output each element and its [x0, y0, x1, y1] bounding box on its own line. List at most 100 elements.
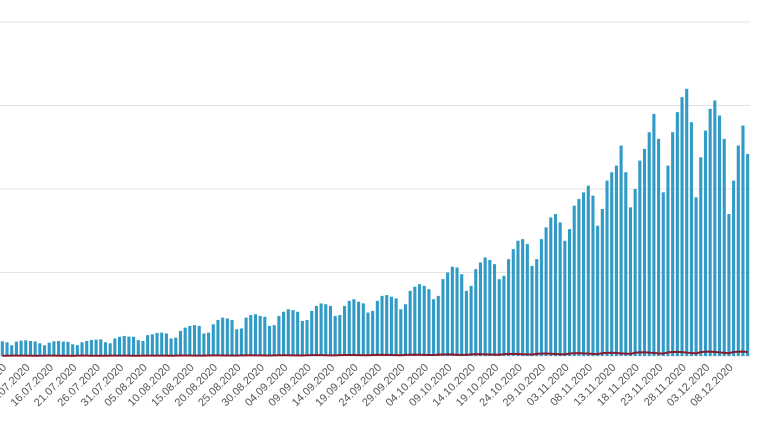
bar [628, 207, 633, 356]
bar [703, 130, 708, 356]
bar [544, 227, 548, 356]
bar [310, 310, 314, 356]
bar [267, 325, 272, 356]
bar [427, 289, 431, 356]
bar [146, 335, 150, 356]
bar [633, 189, 637, 356]
bar [736, 145, 740, 356]
bar [680, 97, 684, 357]
bar [272, 325, 276, 356]
bar [478, 262, 483, 356]
bar [258, 315, 262, 356]
bar [225, 318, 229, 356]
bar [282, 311, 286, 356]
bar [108, 343, 112, 356]
bar [333, 315, 337, 356]
bar [164, 333, 168, 356]
bar [52, 341, 56, 356]
bar [417, 284, 422, 356]
bar [47, 342, 51, 356]
bar [75, 345, 79, 356]
bar [413, 286, 417, 356]
bar [675, 112, 679, 357]
bar [652, 113, 656, 356]
bar [207, 332, 211, 356]
bar [42, 345, 47, 356]
bar [38, 343, 42, 356]
bar [450, 266, 454, 356]
bar [549, 217, 553, 356]
bar [732, 180, 736, 356]
bar [357, 301, 361, 356]
bar [708, 108, 712, 356]
bar [539, 239, 543, 356]
bar [347, 300, 351, 356]
bar [328, 305, 333, 356]
bar [57, 340, 61, 356]
bar [319, 303, 323, 356]
bar [19, 340, 23, 356]
bar [117, 336, 122, 356]
bar [394, 298, 398, 356]
bar [132, 336, 136, 356]
bar [188, 325, 192, 356]
bar [263, 316, 267, 356]
bar [483, 257, 487, 356]
bar [174, 337, 178, 356]
bar [671, 132, 675, 356]
bar [492, 264, 497, 356]
bar [408, 290, 412, 356]
bar [160, 332, 164, 356]
bar [169, 338, 173, 356]
bar [24, 340, 28, 356]
bar [436, 295, 440, 356]
bar [122, 335, 126, 356]
bar [460, 274, 464, 356]
bar [178, 330, 183, 356]
bar [474, 269, 478, 356]
bar [614, 165, 618, 356]
bar [338, 315, 342, 356]
bar [497, 279, 501, 356]
bar [553, 214, 558, 356]
bar [113, 338, 117, 356]
bar [591, 195, 595, 356]
bar [296, 311, 300, 356]
bar [249, 315, 253, 356]
bar [727, 214, 731, 356]
bar [385, 295, 389, 356]
bar [638, 160, 642, 356]
bar [446, 272, 450, 356]
bar [469, 285, 473, 356]
bar [28, 340, 33, 356]
bar [605, 180, 609, 356]
bar [10, 345, 14, 356]
bar [300, 320, 304, 356]
bar [717, 115, 722, 357]
bar [685, 88, 689, 357]
bar [235, 329, 239, 356]
bar [366, 312, 370, 356]
bar [642, 148, 647, 356]
bar [403, 304, 408, 356]
bar [689, 122, 693, 356]
bar [33, 341, 37, 356]
bar [14, 341, 18, 356]
bar [324, 304, 328, 356]
bar [563, 240, 567, 356]
bar [661, 192, 665, 356]
bar [502, 275, 506, 356]
bar [666, 165, 670, 356]
bar [314, 305, 318, 356]
bar [230, 320, 234, 356]
bar [624, 172, 628, 356]
bar [455, 267, 459, 356]
bar [722, 138, 726, 356]
bar [521, 239, 525, 356]
bar [291, 310, 295, 356]
bar [713, 100, 717, 357]
bar [375, 300, 379, 356]
bar [432, 299, 436, 356]
bar [197, 325, 201, 356]
